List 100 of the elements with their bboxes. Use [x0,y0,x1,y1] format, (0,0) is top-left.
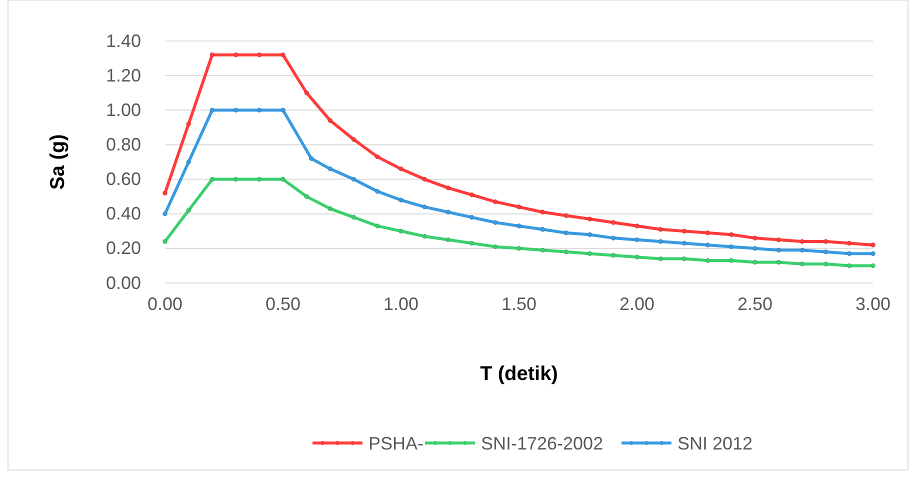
point [375,189,380,194]
point [587,216,592,222]
point [308,156,314,161]
point [257,176,262,182]
point [422,176,427,182]
point [776,248,781,253]
point [611,220,616,225]
point [682,240,687,246]
point [705,230,710,236]
point [422,234,427,239]
x-axis-title: T (detik) [480,363,558,385]
point [658,239,663,244]
point [800,262,805,266]
y-tick-label: 0.80 [106,134,141,154]
point [634,224,640,228]
point [493,220,498,225]
point [162,190,168,196]
point [752,260,758,265]
point [328,118,333,123]
point [540,227,545,232]
point [280,176,286,182]
point [729,258,734,263]
point [516,224,522,228]
point [210,176,215,182]
point [564,230,569,236]
point [776,237,781,242]
x-tick-label: 0.50 [265,294,301,314]
point [233,52,238,58]
point [398,228,404,234]
y-tick-label: 0.20 [106,238,141,258]
point [398,198,404,202]
legend-label: PSHA- [368,433,424,454]
point [351,137,356,142]
point [233,108,238,112]
point [823,262,828,266]
point [823,250,828,254]
point [705,258,710,263]
x-tick-label: 1.00 [383,294,419,314]
point [304,194,309,199]
y-tick-label: 1.20 [106,65,141,86]
point [469,214,474,220]
x-tick-label: 1.50 [501,294,537,314]
point [729,244,734,250]
point [516,246,522,251]
point [682,228,687,234]
point [162,239,168,244]
point [257,52,262,58]
point [705,242,710,248]
point [351,214,356,220]
point [375,224,380,228]
point [422,204,427,210]
point [564,213,569,218]
point [210,52,215,58]
point [493,244,498,250]
y-tick-label: 0.60 [106,169,141,190]
point [516,204,522,210]
x-tick-label: 0.00 [147,294,183,314]
point [493,199,498,204]
point [328,206,333,212]
point [870,242,876,248]
point [800,239,805,244]
legend-label: SNI-1726-2002 [481,433,604,454]
y-tick-label: 1.40 [106,30,141,51]
legend-label: SNI 2012 [678,433,753,454]
point [351,176,356,182]
point [446,210,451,214]
x-tick-label: 2.00 [619,294,655,314]
point [752,246,758,251]
point [540,210,545,214]
point [682,256,687,262]
point [469,192,474,198]
point [587,251,592,256]
point [564,250,569,254]
point [233,176,238,182]
point [729,232,734,237]
point [776,260,781,265]
point [752,236,758,240]
point [398,166,404,172]
x-tick-label: 2.50 [737,294,773,314]
point [847,240,852,246]
point [210,108,215,112]
point [847,251,852,256]
point [658,256,663,262]
point [540,248,545,253]
point [446,237,451,242]
y-tick-label: 1.00 [106,100,141,120]
point [375,154,380,160]
point [611,236,616,240]
point [446,186,451,190]
point [304,90,309,96]
point [186,160,191,164]
y-axis-title: Sa (g) [47,134,69,190]
point [587,232,592,237]
point [280,108,286,112]
point [186,122,191,126]
point [634,237,640,242]
point [469,240,474,246]
y-tick-label: 0.40 [106,204,141,224]
point [186,208,191,213]
point [847,263,852,268]
